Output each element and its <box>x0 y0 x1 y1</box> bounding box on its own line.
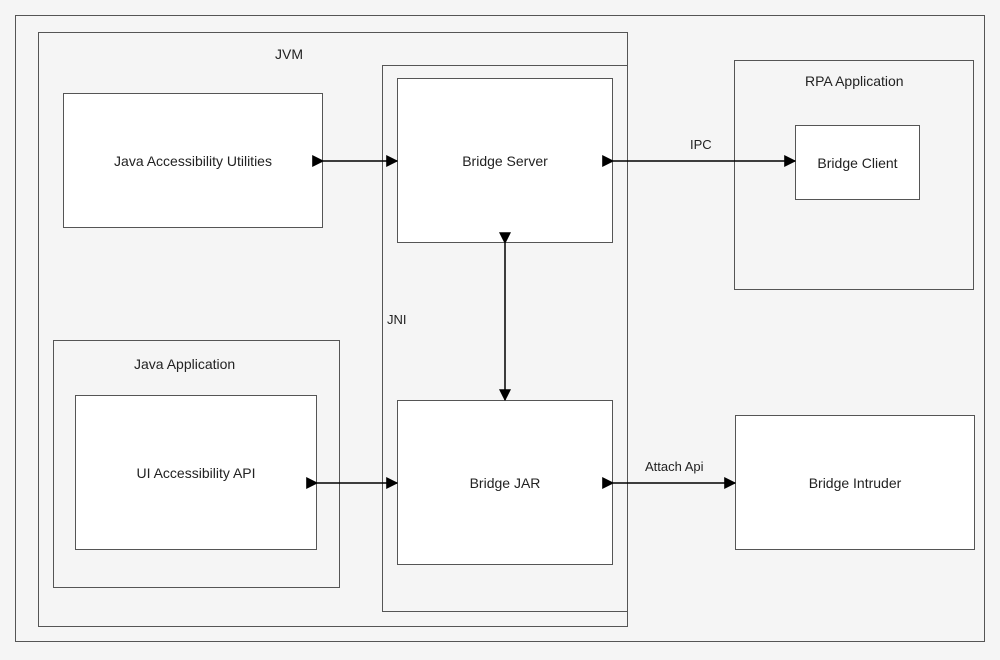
node-bridge-server: Bridge Server <box>397 78 613 243</box>
edge-label-attachapi: Attach Api <box>645 459 704 474</box>
node-ui-accessibility-api: UI Accessibility API <box>75 395 317 550</box>
edge-label-jni: JNI <box>387 312 407 327</box>
node-bridge-client: Bridge Client <box>795 125 920 200</box>
node-bridge-intruder: Bridge Intruder <box>735 415 975 550</box>
edge-label-ipc: IPC <box>690 137 712 152</box>
label-javaapp: Java Application <box>134 356 235 372</box>
label-rpaapp: RPA Application <box>805 73 904 89</box>
node-java-accessibility-utilities: Java Accessibility Utilities <box>63 93 323 228</box>
label-jvm: JVM <box>275 46 303 62</box>
node-bridge-jar: Bridge JAR <box>397 400 613 565</box>
diagram-canvas: JVM Java Application RPA Application Jav… <box>0 0 1000 660</box>
